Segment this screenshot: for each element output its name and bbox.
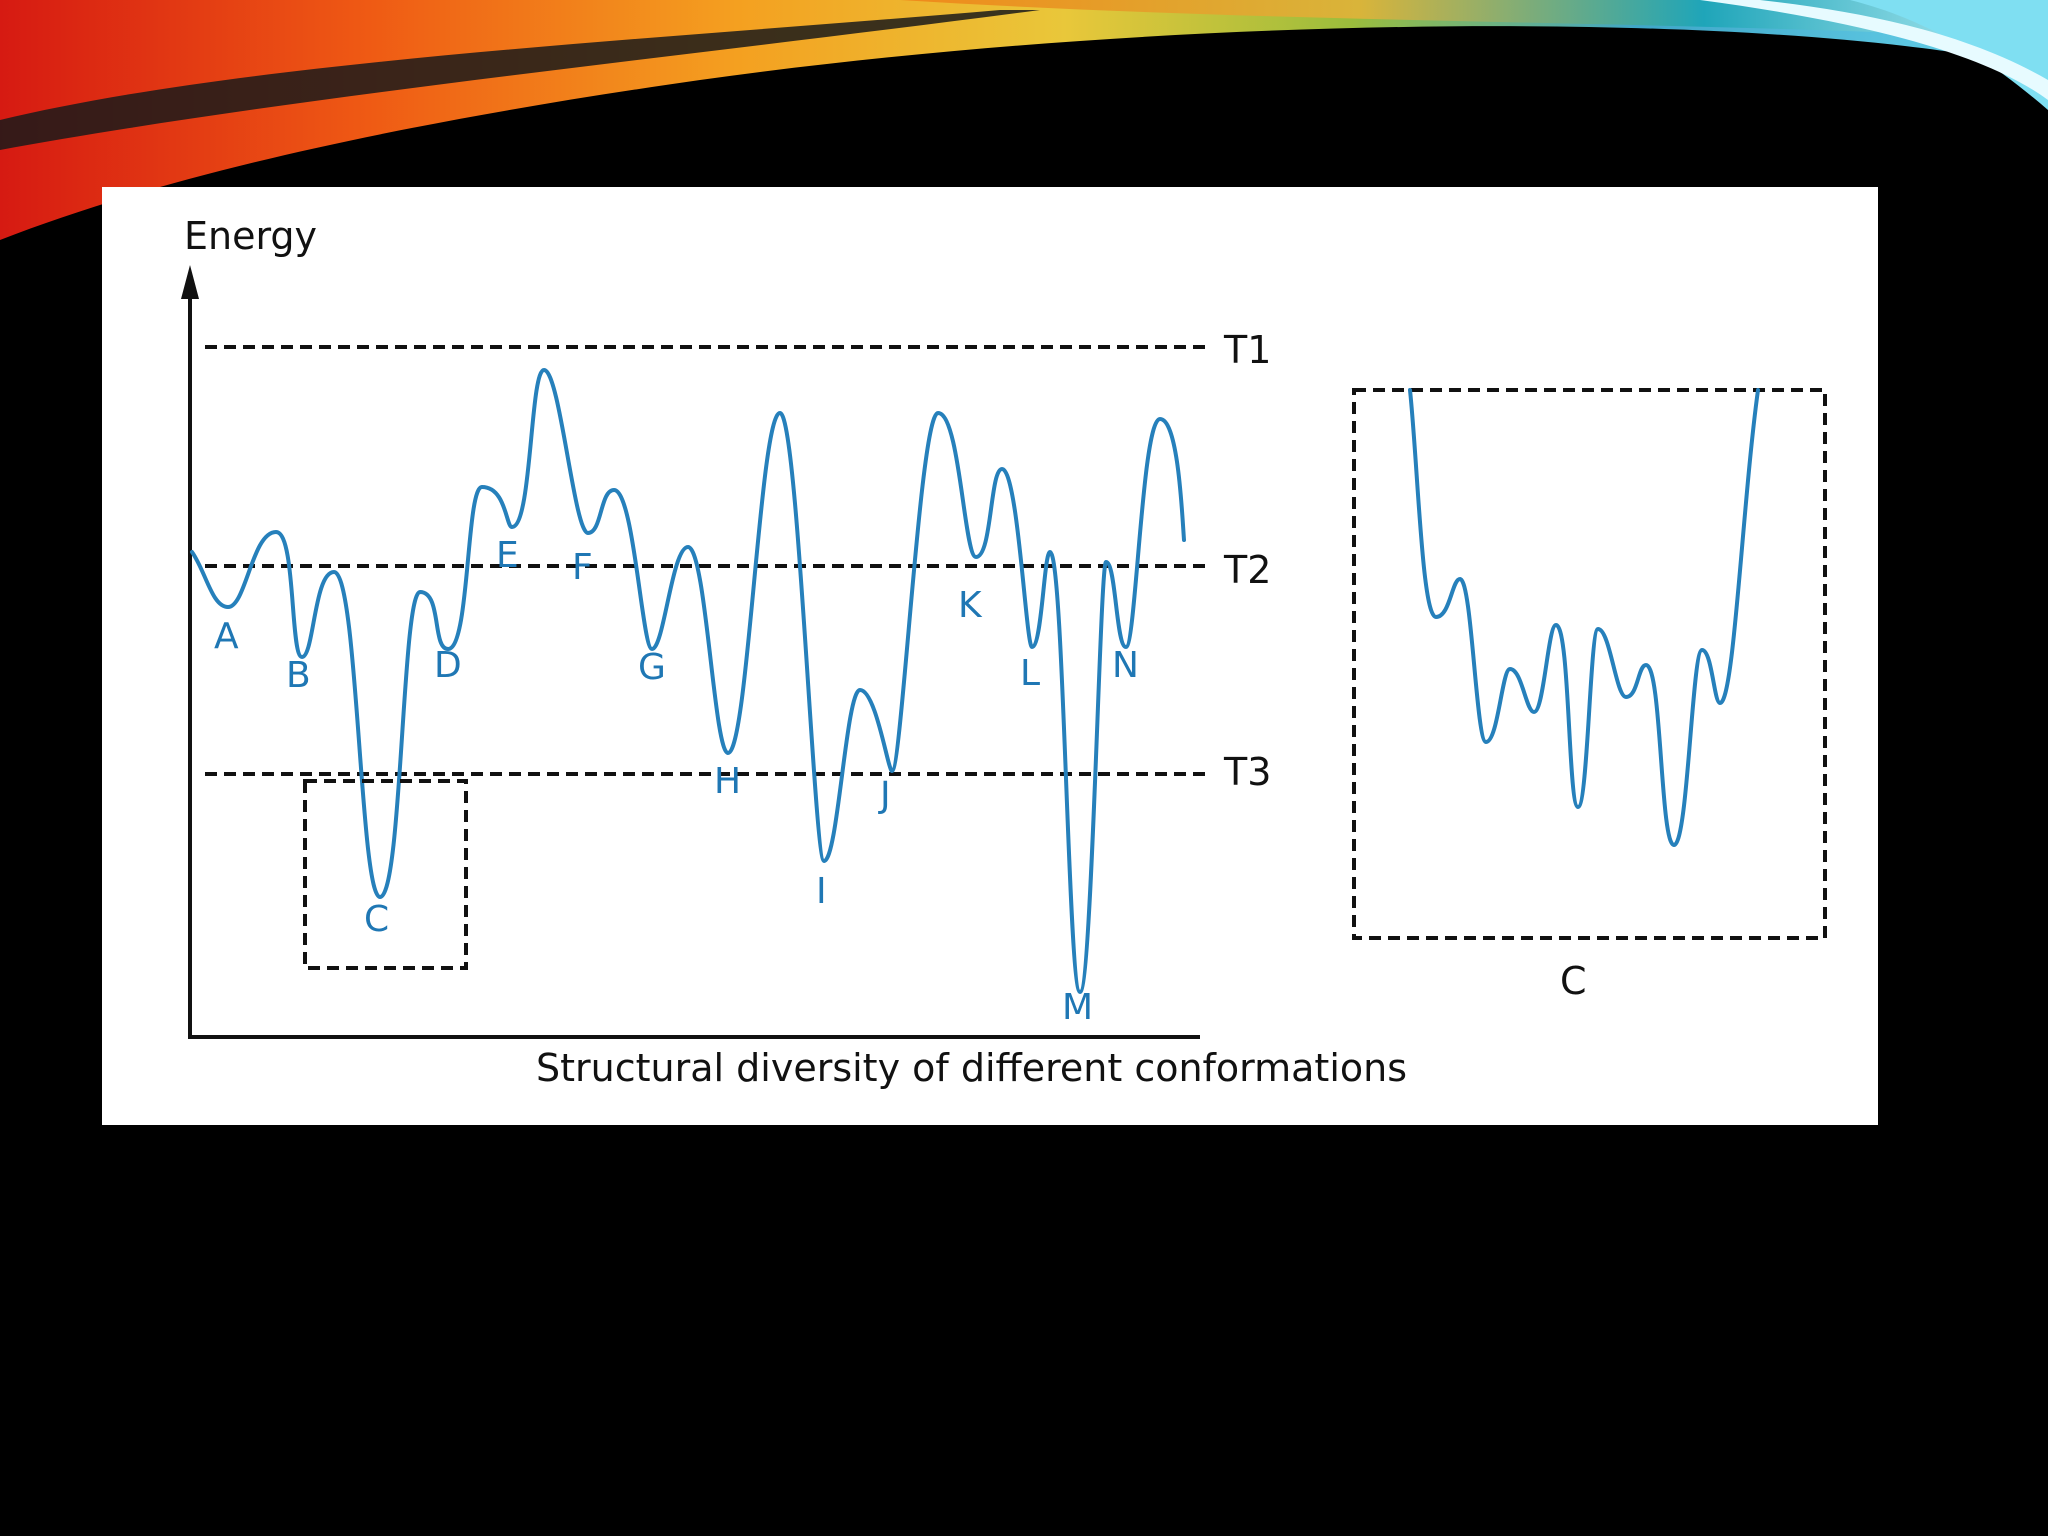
inset-energy-curve [1408,388,1760,847]
threshold-label-t2: T2 [1223,548,1271,592]
y-axis-label: Energy [184,214,317,258]
minimum-label-m: M [1062,987,1093,1028]
minimum-label-e: E [496,535,519,576]
minimum-label-l: L [1020,653,1040,694]
threshold-label-t3: T3 [1223,750,1271,794]
inset-frame [1352,388,1827,940]
y-axis-arrow-icon [181,265,199,299]
minimum-label-d: D [434,645,462,686]
threshold-label-t1: T1 [1223,328,1271,372]
minimum-label-k: K [958,585,983,626]
swoosh-band-cyan-thin [1700,0,2048,100]
minimum-label-a: A [214,616,239,657]
x-axis-label: Structural diversity of different confor… [536,1046,1407,1090]
minimum-label-i: I [816,871,827,912]
energy-curve [190,368,1186,994]
minimum-label-f: F [572,547,593,588]
minimum-label-j: J [878,775,891,816]
swoosh-band-cool [900,0,2048,40]
minimum-label-g: G [638,647,666,688]
minimum-label-b: B [286,655,311,696]
minimum-c-highlight-box [303,779,468,970]
minimum-label-c: C [364,899,389,940]
inset-label: C [1560,959,1587,1003]
minimum-label-h: H [714,761,741,802]
swoosh-band-cyan-tail [1850,0,2048,110]
energy-landscape-figure: Energy Structural diversity of different… [102,187,1878,1125]
energy-landscape-diagram: Energy Structural diversity of different… [181,214,1827,1090]
minimum-label-n: N [1112,645,1139,686]
decorative-swoosh-banner [0,0,2048,240]
